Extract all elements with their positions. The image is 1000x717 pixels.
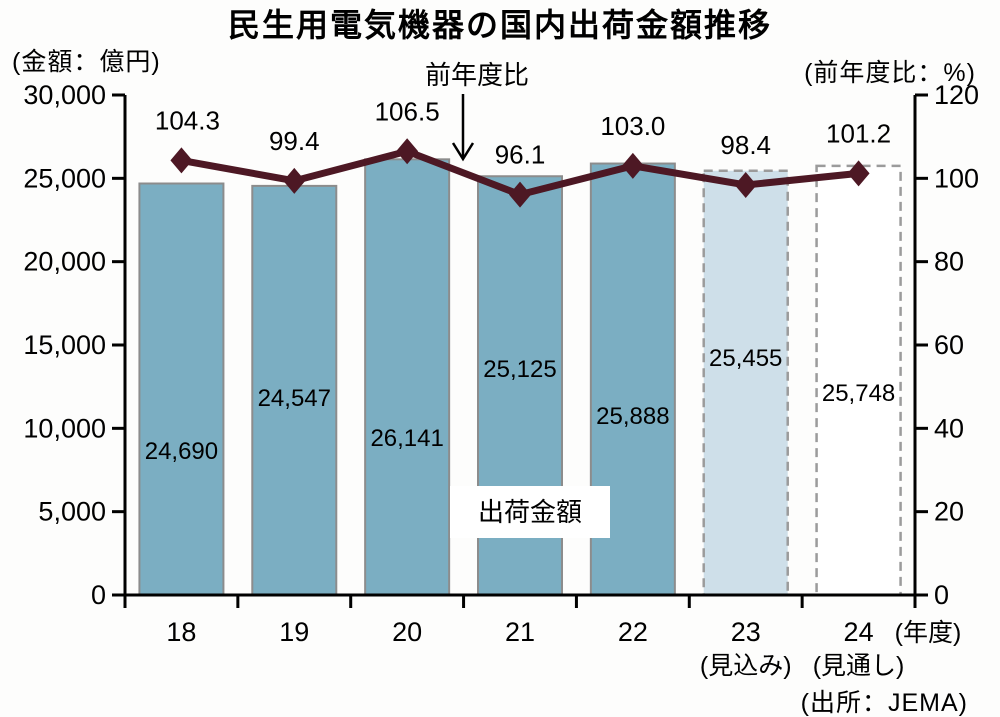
bar-value-label: 24,690 — [145, 438, 218, 465]
ratio-marker-19 — [283, 167, 306, 194]
left-axis-tick-label: 30,000 — [23, 80, 106, 110]
callout-arrow-head — [451, 142, 475, 162]
bar-value-label: 25,748 — [822, 380, 895, 407]
bar-18 — [138, 182, 225, 596]
right-axis-tick-label: 100 — [934, 163, 979, 193]
bar-series-label: 出荷金額 — [478, 497, 582, 527]
left-axis-tick-label: 20,000 — [23, 247, 106, 277]
ratio-marker-23 — [734, 172, 757, 198]
left-axis-tick-label: 0 — [91, 580, 106, 610]
ratio-value-label: 106.5 — [375, 96, 440, 126]
right-axis-tick-label: 40 — [934, 413, 964, 443]
ratio-marker-22 — [621, 152, 644, 179]
ratio-value-label: 96.1 — [495, 140, 546, 170]
source-note: (出所：JEMA) — [800, 689, 968, 717]
right-axis-tick-label: 120 — [934, 80, 979, 110]
x-label-23: 23 — [731, 617, 761, 647]
left-axis-tick-label: 25,000 — [23, 163, 106, 193]
bar-20 — [364, 158, 451, 596]
bar-value-label: 24,547 — [258, 385, 331, 412]
ratio-value-label: 101.2 — [826, 118, 891, 148]
ratio-marker-20 — [396, 138, 419, 165]
x-sublabel-23: (見込み) — [700, 652, 792, 680]
bar-23 — [702, 169, 789, 597]
ratio-marker-18 — [170, 147, 193, 174]
bar-value-label: 26,141 — [370, 425, 443, 452]
bar-value-label: 25,125 — [483, 356, 556, 383]
right-axis-tick-label: 80 — [934, 247, 964, 277]
x-label-18: 18 — [166, 617, 196, 647]
x-label-24: 24 — [844, 617, 874, 647]
bar-series-label-box — [450, 486, 610, 538]
ratio-value-label: 98.4 — [720, 130, 771, 160]
line-series-callout: 前年度比 — [425, 60, 529, 90]
ratio-value-label: 99.4 — [269, 126, 320, 156]
bar-value-label: 25,888 — [596, 403, 669, 430]
chart-title: 民生用電気機器の国内出荷金額推移 — [227, 7, 772, 43]
left-axis-tick-label: 5,000 — [38, 497, 106, 527]
ratio-marker-21 — [509, 181, 531, 208]
x-label-19: 19 — [279, 617, 309, 647]
x-axis-suffix: (年度) — [895, 619, 962, 647]
x-label-20: 20 — [392, 617, 422, 647]
bar-value-label: 25,455 — [709, 345, 782, 372]
right-axis-tick-label: 60 — [934, 330, 964, 360]
ratio-marker-24 — [847, 160, 870, 187]
ratio-value-label: 103.0 — [600, 111, 665, 141]
x-sublabel-24: (見通し) — [813, 652, 905, 680]
right-axis-tick-label: 20 — [934, 497, 964, 527]
x-label-22: 22 — [618, 617, 648, 647]
left-axis-tick-label: 15,000 — [23, 330, 106, 360]
ratio-value-label: 104.3 — [155, 105, 220, 135]
left-axis-tick-label: 10,000 — [23, 413, 106, 443]
left-axis-unit-label: (金額：億円) — [12, 48, 161, 76]
bar-19 — [251, 184, 338, 596]
x-label-21: 21 — [505, 617, 535, 647]
right-axis-tick-label: 0 — [934, 580, 949, 610]
right-axis-unit-label: (前年度比：%) — [804, 59, 976, 87]
